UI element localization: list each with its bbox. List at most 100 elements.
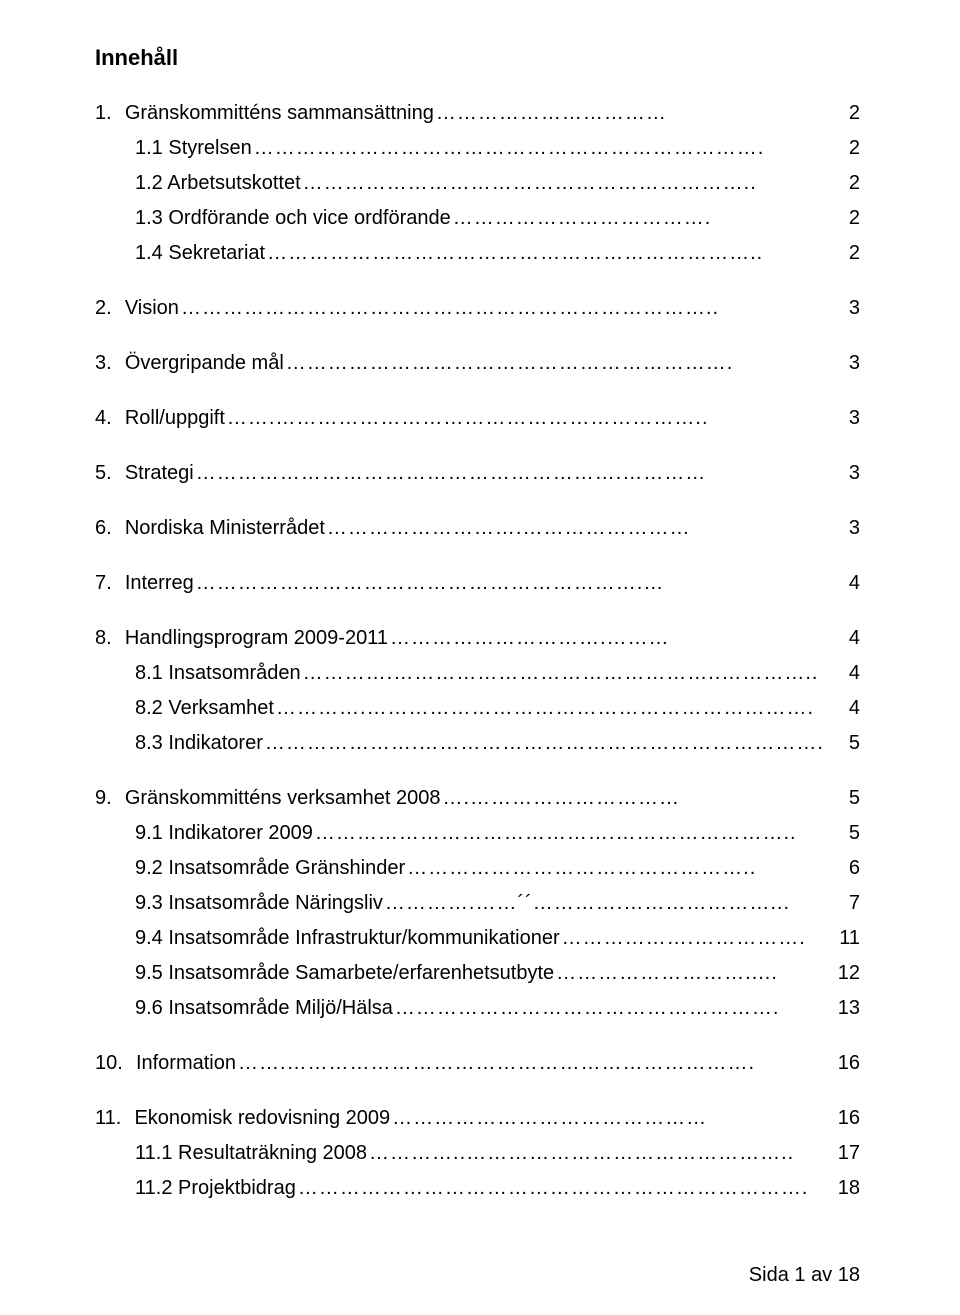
toc-page-number: 4 — [832, 624, 860, 652]
toc-spacer — [95, 384, 860, 404]
toc-entry: 1. Gränskommitténs sammansättning…………………… — [95, 99, 860, 127]
toc-entry: 8. Handlingsprogram 2009-2011………………………….… — [95, 624, 860, 652]
toc-page-number: 3 — [832, 349, 860, 377]
toc-entry: 4. Roll/uppgift…….……………………………………………………..… — [95, 404, 860, 432]
toc-leader-dots: ….………………………… — [443, 784, 829, 812]
toc-label: 11.1 Resultaträkning 2008 — [135, 1139, 367, 1167]
toc-leader-dots: ………………………………………………………………. — [298, 1174, 828, 1202]
toc-spacer — [95, 1029, 860, 1049]
toc-entry: 11.1 Resultaträkning 2008…………..………………………… — [95, 1139, 860, 1167]
toc-label: Information — [136, 1049, 236, 1077]
toc-leader-dots: ………………………….……… — [390, 624, 828, 652]
toc-leader-dots: ………………………………. — [453, 204, 828, 232]
toc-number: 9. — [95, 784, 112, 812]
toc-number: 6. — [95, 514, 112, 542]
toc-label: Handlingsprogram 2009-2011 — [125, 624, 388, 652]
toc-label: Roll/uppgift — [125, 404, 225, 432]
toc-page-number: 2 — [832, 204, 860, 232]
toc-leader-dots: ……………………………………………………….… — [196, 569, 828, 597]
toc-label: Vision — [125, 294, 179, 322]
toc-page-number: 3 — [832, 514, 860, 542]
toc-entry: 9.5 Insatsområde Samarbete/erfarenhetsut… — [95, 959, 860, 987]
toc-entry: 9.1 Indikatorer 2009…………………………………….……………… — [95, 819, 860, 847]
toc-label: Gränskommitténs verksamhet 2008 — [125, 784, 441, 812]
toc-label: 9.4 Insatsområde Infrastruktur/kommunika… — [135, 924, 560, 952]
toc-leader-dots: …….…………………………………………………….. — [227, 404, 828, 432]
toc-label: 11.2 Projektbidrag — [135, 1174, 296, 1202]
toc-entry: 11.2 Projektbidrag…………………………………………………………… — [95, 1174, 860, 1202]
toc-entry: 8.2 Verksamhet………….………………………………………………………… — [95, 694, 860, 722]
toc-page-number: 16 — [832, 1049, 860, 1077]
toc-page-number: 12 — [832, 959, 860, 987]
toc-page-number: 7 — [832, 889, 860, 917]
toc-leader-dots: ……………………….…………………… — [327, 514, 828, 542]
toc-entry: 7. Interreg……………………………………………………….…4 — [95, 569, 860, 597]
toc-label: Ekonomisk redovisning 2009 — [134, 1104, 390, 1132]
toc-page-number: 3 — [832, 459, 860, 487]
toc-leader-dots: …………………………………….…………………….. — [315, 819, 828, 847]
toc-leader-dots: ………….………………………………………………………. — [276, 694, 828, 722]
toc-entry: 9.4 Insatsområde Infrastruktur/kommunika… — [95, 924, 860, 952]
toc-label: 8.3 Indikatorer — [135, 729, 263, 757]
toc-label: Strategi — [125, 459, 194, 487]
toc-leader-dots: ………………………………………….. — [407, 854, 828, 882]
toc-label: 8.2 Verksamhet — [135, 694, 274, 722]
toc-page-number: 6 — [832, 854, 860, 882]
toc-page-number: 11 — [832, 924, 860, 952]
toc-page-number: 4 — [832, 569, 860, 597]
toc-entry: 10. Information…….…………………………………………………………… — [95, 1049, 860, 1077]
toc-number: 2. — [95, 294, 112, 322]
toc-number: 8. — [95, 624, 112, 652]
toc-label: Nordiska Ministerrådet — [125, 514, 325, 542]
toc-page-number: 5 — [832, 784, 860, 812]
toc-label: Gränskommitténs sammansättning — [125, 99, 434, 127]
toc-spacer — [95, 764, 860, 784]
toc-entry: 11. Ekonomisk redovisning 2009…………………………… — [95, 1104, 860, 1132]
page-footer: Sida 1 av 18 — [749, 1264, 860, 1287]
toc-page-number: 4 — [832, 694, 860, 722]
toc-page-number: 17 — [832, 1139, 860, 1167]
toc-page-number: 5 — [832, 729, 860, 757]
toc-leader-dots: ……………….……………. — [562, 924, 828, 952]
toc-entry: 9. Gränskommitténs verksamhet 2008….…………… — [95, 784, 860, 812]
toc-leader-dots: ……………………………………… — [392, 1104, 828, 1132]
toc-page-number: 3 — [832, 294, 860, 322]
toc-entry: 6. Nordiska Ministerrådet……………………….……………… — [95, 514, 860, 542]
toc-number: 3. — [95, 349, 112, 377]
toc-page-number: 5 — [832, 819, 860, 847]
toc-spacer — [95, 604, 860, 624]
toc-leader-dots: …………………………………………………….………… — [196, 459, 828, 487]
toc-label: Övergripande mål — [125, 349, 284, 377]
toc-label: 1.1 Styrelsen — [135, 134, 252, 162]
toc-leader-dots: …………………………… — [436, 99, 828, 127]
toc-label: 1.2 Arbetsutskottet — [135, 169, 301, 197]
toc-leader-dots: …………..……………………………………….. — [369, 1139, 828, 1167]
toc-leader-dots: ………………………………………………………………. — [254, 134, 828, 162]
toc-label: 9.2 Insatsområde Gränshinder — [135, 854, 405, 882]
toc-page-number: 13 — [832, 994, 860, 1022]
toc-entry: 1.3 Ordförande och vice ordförande………………… — [95, 204, 860, 232]
toc-number: 4. — [95, 404, 112, 432]
toc-leader-dots: ………….………………………………………..………….. — [303, 659, 828, 687]
toc-label: 8.1 Insatsområden — [135, 659, 301, 687]
toc-spacer — [95, 274, 860, 294]
toc-entry: 1.2 Arbetsutskottet………………………………………………………… — [95, 169, 860, 197]
toc-leader-dots: ………………………………………………………………….. — [181, 294, 828, 322]
toc-page-number: 2 — [832, 239, 860, 267]
toc-label: Interreg — [125, 569, 194, 597]
toc-leader-dots: ………………….…………………………………………………. — [265, 729, 828, 757]
toc-spacer — [95, 439, 860, 459]
page-title: Innehåll — [95, 45, 860, 71]
toc-label: 9.5 Insatsområde Samarbete/erfarenhetsut… — [135, 959, 554, 987]
toc-leader-dots: …….…………………………………………………………. — [238, 1049, 828, 1077]
toc-entry: 1.4 Sekretariat……………………………………………………………..… — [95, 239, 860, 267]
toc-label: 1.3 Ordförande och vice ordförande — [135, 204, 451, 232]
toc-leader-dots: …………………………………………………………….. — [267, 239, 828, 267]
toc-entry: 1.1 Styrelsen……………………………………………………………….2 — [95, 134, 860, 162]
table-of-contents: 1. Gränskommitténs sammansättning…………………… — [95, 99, 860, 1202]
toc-label: 1.4 Sekretariat — [135, 239, 265, 267]
toc-spacer — [95, 494, 860, 514]
toc-entry: 9.2 Insatsområde Gränshinder………………………………… — [95, 854, 860, 882]
toc-entry: 2. Vision…………………………………………………………………..3 — [95, 294, 860, 322]
toc-entry: 3. Övergripande mål………………………………………………………… — [95, 349, 860, 377]
